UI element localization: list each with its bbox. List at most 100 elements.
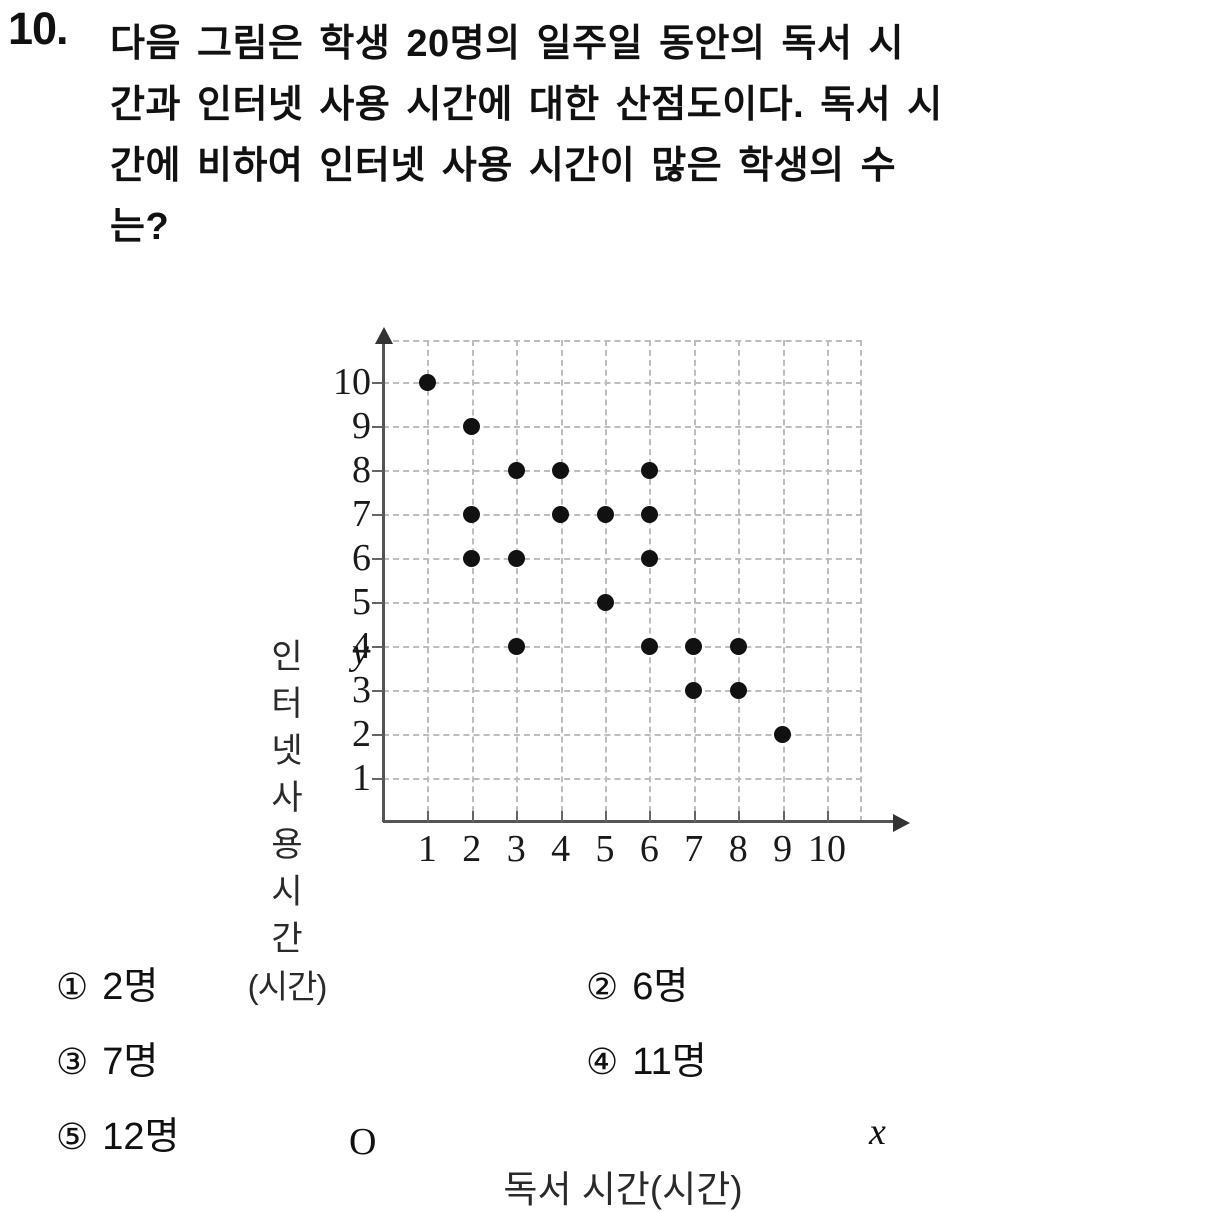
y-axis-arrow-icon bbox=[374, 327, 393, 344]
gridline-vertical bbox=[605, 340, 607, 822]
choice-marker-icon: ③ bbox=[56, 1042, 89, 1083]
y-axis-tick-label: 6 bbox=[352, 537, 371, 579]
question-line-2: 간과 인터넷 사용 시간에 대한 산점도이다. 독서 시 bbox=[110, 84, 943, 126]
x-axis-tick bbox=[605, 811, 607, 822]
y-axis-tick bbox=[372, 778, 383, 780]
x-axis-tick-label: 10 bbox=[808, 828, 846, 870]
y-axis-title-char: 간 bbox=[271, 920, 303, 958]
y-axis-tick-label: 9 bbox=[352, 405, 371, 447]
x-axis-tick-label: 4 bbox=[551, 828, 571, 870]
answer-choice-3[interactable]: ③ 7명 bbox=[56, 1043, 158, 1081]
x-axis-tick bbox=[649, 811, 652, 822]
x-axis-tick-label: 3 bbox=[506, 828, 526, 870]
scatter-plot-figure: 인 터 넷 사 용 시 간 (시간) 독서 시간(시간) O y x 1 2 3 4 5 6 7 8 9 10 … bbox=[0, 300, 1208, 1210]
gridline-vertical bbox=[738, 340, 741, 822]
data-point bbox=[774, 725, 792, 743]
y-axis-tick bbox=[372, 558, 383, 560]
y-axis-tick bbox=[372, 602, 383, 604]
data-point bbox=[640, 637, 658, 655]
gridline-horizontal bbox=[383, 778, 862, 780]
y-axis-line bbox=[382, 342, 385, 822]
data-point bbox=[552, 461, 570, 479]
y-axis-title-char: 넷 bbox=[271, 732, 303, 770]
y-axis-title-char: 사 bbox=[271, 779, 303, 817]
choice-marker-icon: ② bbox=[586, 967, 619, 1008]
answer-choice-1[interactable]: ① 2명 bbox=[56, 968, 158, 1006]
x-axis-symbol: x bbox=[869, 1111, 886, 1153]
x-axis-tick-label: 2 bbox=[462, 828, 482, 870]
gridline-vertical bbox=[693, 340, 696, 822]
data-point bbox=[552, 505, 570, 523]
answer-choice-2[interactable]: ② 6명 bbox=[586, 968, 688, 1006]
gridline-horizontal bbox=[383, 514, 862, 516]
y-axis-tick-label: 7 bbox=[352, 493, 371, 535]
answer-choices: ① 2명 ② 6명 ③ 7명 ④ 11명 ⑤ 12명 bbox=[0, 945, 1208, 1186]
gridline-vertical bbox=[649, 340, 652, 822]
data-point bbox=[596, 505, 614, 523]
y-axis-tick-label: 4 bbox=[352, 625, 371, 667]
y-axis-tick-label: 5 bbox=[352, 581, 371, 623]
choice-label: 6명 bbox=[632, 966, 689, 1008]
y-axis-tick-label: 1 bbox=[352, 757, 371, 799]
x-axis-arrow-icon bbox=[893, 813, 910, 832]
gridline-vertical bbox=[560, 340, 563, 822]
gridline-horizontal bbox=[383, 470, 862, 472]
x-axis-tick bbox=[693, 811, 696, 822]
gridline-vertical-boundary bbox=[860, 340, 862, 822]
choice-marker-icon: ① bbox=[56, 967, 89, 1008]
data-point bbox=[729, 637, 747, 655]
data-point bbox=[507, 637, 525, 655]
x-axis-tick bbox=[471, 811, 474, 822]
x-axis-tick bbox=[427, 811, 430, 822]
gridline-horizontal bbox=[383, 426, 862, 428]
y-axis-tick-label: 2 bbox=[352, 713, 371, 755]
y-axis-title: 인 터 넷 사 용 시 간 (시간) bbox=[232, 634, 342, 1010]
y-axis-tick-label: 8 bbox=[352, 449, 371, 491]
choice-marker-icon: ④ bbox=[586, 1042, 619, 1083]
gridline-horizontal bbox=[383, 382, 862, 384]
answer-choice-5[interactable]: ⑤ 12명 bbox=[56, 1118, 180, 1156]
x-axis-tick-label: 5 bbox=[595, 828, 615, 870]
plot-area bbox=[372, 327, 910, 832]
question-text: 다음 그림은 학생 20명의 일주일 동안의 독서 시 간과 인터넷 사용 시간… bbox=[110, 14, 1170, 258]
data-point bbox=[507, 549, 525, 567]
data-point bbox=[418, 373, 436, 391]
gridline-horizontal bbox=[383, 558, 862, 560]
question-line-4: 는? bbox=[110, 206, 170, 248]
y-axis-title-unit: (시간) bbox=[247, 968, 328, 1005]
y-axis-title-char: 인 bbox=[271, 638, 303, 676]
y-axis-tick bbox=[372, 470, 383, 472]
data-point bbox=[685, 681, 703, 699]
y-axis-title-char: 터 bbox=[271, 685, 303, 723]
data-point bbox=[685, 637, 703, 655]
origin-label: O bbox=[349, 1121, 377, 1163]
x-axis-tick-label: 8 bbox=[728, 828, 748, 870]
x-axis-line bbox=[383, 820, 896, 823]
data-point bbox=[729, 681, 747, 699]
y-axis-tick bbox=[372, 646, 383, 648]
gridline-horizontal bbox=[383, 734, 862, 736]
x-axis-tick-label: 9 bbox=[773, 828, 793, 870]
gridline-horizontal bbox=[383, 690, 862, 692]
answer-choice-4[interactable]: ④ 11명 bbox=[586, 1043, 707, 1081]
gridline-vertical bbox=[516, 340, 519, 822]
y-axis-tick-label: 10 bbox=[333, 361, 371, 403]
choice-marker-icon: ⑤ bbox=[56, 1117, 89, 1158]
gridline-vertical bbox=[427, 340, 430, 822]
gridline-vertical bbox=[782, 340, 785, 822]
y-axis-symbol: y bbox=[352, 631, 369, 673]
question-block: 10. 다음 그림은 학생 20명의 일주일 동안의 독서 시 간과 인터넷 사… bbox=[0, 0, 1208, 300]
gridline-horizontal-boundary bbox=[383, 340, 862, 342]
data-point bbox=[640, 549, 658, 567]
x-axis-tick-label: 7 bbox=[684, 828, 704, 870]
question-line-1: 다음 그림은 학생 20명의 일주일 동안의 독서 시 bbox=[110, 23, 904, 65]
y-axis-title-char: 시 bbox=[271, 873, 303, 911]
y-axis-tick bbox=[372, 426, 383, 428]
y-axis-tick-label: 3 bbox=[352, 669, 371, 711]
gridline-horizontal bbox=[383, 602, 862, 604]
data-point bbox=[640, 505, 658, 523]
data-point bbox=[640, 461, 658, 479]
x-axis-tick-label: 6 bbox=[639, 828, 659, 870]
x-axis-tick bbox=[782, 811, 785, 822]
x-axis-tick bbox=[516, 811, 519, 822]
